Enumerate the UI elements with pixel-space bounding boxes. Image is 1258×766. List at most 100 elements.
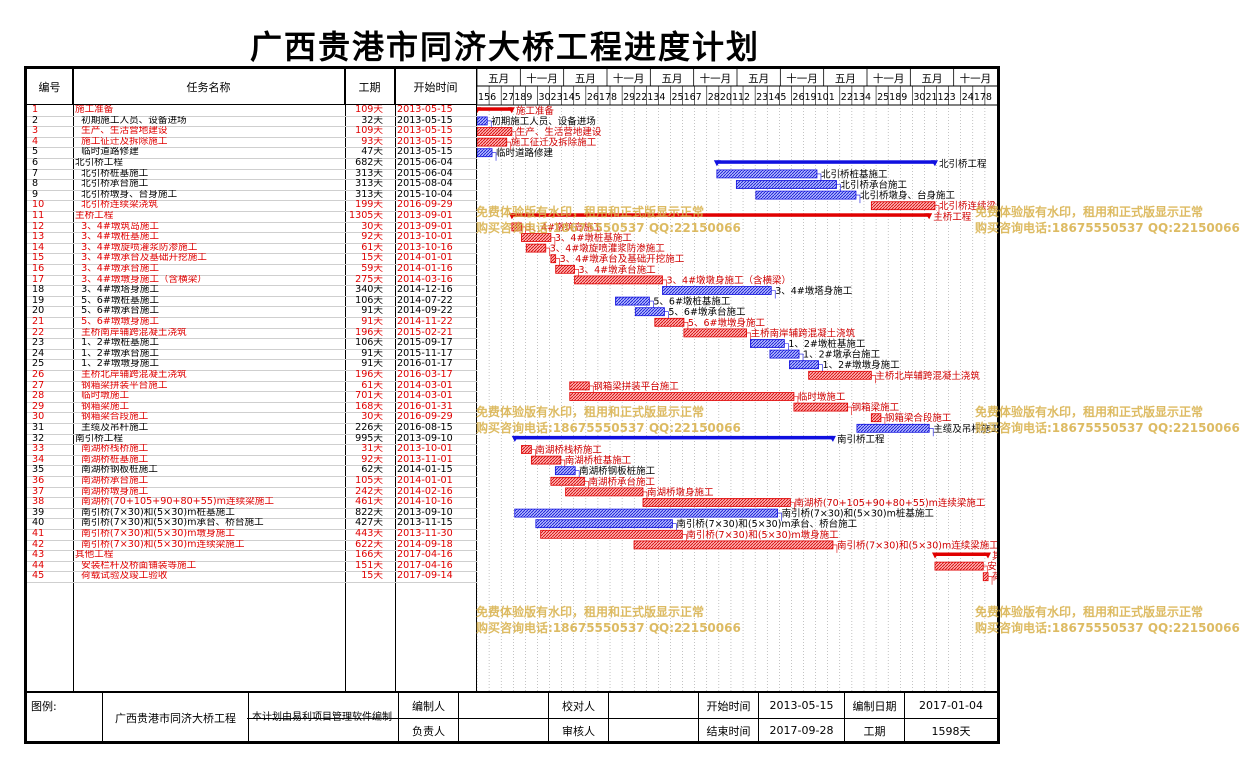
- task-row[interactable]: 1 施工准备 109天 2013-05-15: [27, 105, 477, 117]
- task-start: 2015-02-21: [397, 327, 453, 338]
- task-dur: 106天: [355, 338, 383, 349]
- task-row[interactable]: 45 荷载试验及竣工验收 15天 2017-09-14: [27, 571, 477, 583]
- compile-date-value: 2017-01-04: [919, 699, 983, 712]
- dependency-link: [560, 459, 566, 469]
- task-row[interactable]: 44 安装栏杆及桥面铺装等施工 151天 2017-04-16: [27, 561, 477, 573]
- task-id: 44: [32, 560, 45, 571]
- summary-end-cap: [984, 552, 992, 559]
- bar-label: 1、2#墩桩基施工: [788, 338, 866, 350]
- bar-label: 南引桥(7×30)和(5×30)m承台、桥台施工: [676, 518, 857, 530]
- task-row[interactable]: 35 南湖桥钢板桩施工 62天 2014-01-15: [27, 465, 477, 477]
- task-row[interactable]: 34 南湖桥桩基施工 92天 2013-11-01: [27, 455, 477, 467]
- task-row[interactable]: 38 南湖桥(70+105+90+80+55)m连续梁施工 461天 2014-10…: [27, 497, 477, 509]
- task-bar: [521, 233, 552, 242]
- task-name: 北引桥桩基施工: [75, 168, 149, 179]
- task-start: 2015-08-04: [397, 179, 453, 190]
- task-row[interactable]: 42 南引桥(7×30)和(5×30)m连续梁施工 622天 2014-09-18: [27, 540, 477, 552]
- editor-label: 编制人: [399, 693, 459, 718]
- task-start: 2017-04-16: [397, 550, 453, 561]
- timescale-bottom-label: 8: [611, 92, 617, 103]
- task-row[interactable]: 19 5、6#墩桩基施工 106天 2014-07-22: [27, 296, 477, 308]
- task-row[interactable]: 24 1、2#墩承台施工 91天 2015-11-17: [27, 349, 477, 361]
- task-row[interactable]: 17 3、4#墩墩身施工（含横梁） 275天 2014-03-16: [27, 275, 477, 287]
- summary-end-cap: [925, 213, 933, 220]
- task-bar: [565, 487, 644, 497]
- task-dur: 92天: [361, 454, 383, 465]
- task-row[interactable]: 16 3、4#墩承台施工 59天 2014-01-16: [27, 264, 477, 276]
- task-row[interactable]: 9 北引桥墩身、台身施工 313天 2015-10-04: [27, 190, 477, 202]
- task-row[interactable]: 14 3、4#墩旋喷灌浆防渗施工 61天 2013-10-16: [27, 243, 477, 255]
- timescale-bottom-label: 14: [563, 92, 575, 103]
- task-row[interactable]: 10 北引桥连续梁浇筑 199天 2016-09-29: [27, 200, 477, 212]
- task-name: 3、4#墩承台施工: [75, 264, 159, 274]
- task-row[interactable]: 31 主缆及吊杆施工 226天 2016-08-15: [27, 423, 477, 435]
- task-row[interactable]: 41 南引桥(7×30)和(5×30)m墩身施工 443天 2013-11-30: [27, 529, 477, 541]
- task-row[interactable]: 4 施工征迁及拆除施工 93天 2013-05-15: [27, 137, 477, 149]
- task-bar: [716, 169, 818, 179]
- page-title: 广西贵港市同济大桥工程进度计划: [249, 28, 760, 66]
- dependency-link: [983, 565, 988, 575]
- timescale-bottom-label: 3: [950, 92, 956, 103]
- task-row[interactable]: 43 其他工程 166天 2017-04-16: [27, 550, 477, 562]
- task-id: 35: [32, 465, 45, 476]
- task-name: 3、4#墩筑岛施工: [75, 221, 159, 232]
- task-dur: 91天: [361, 348, 383, 359]
- task-row[interactable]: 15 3、4#墩承台及基础开挖施工 15天 2014-01-01: [27, 253, 477, 265]
- task-dur: 313天: [355, 168, 383, 179]
- task-name: 南湖桥(70+105+90+80+55)m连续梁施工: [75, 497, 274, 508]
- bar-label: 3、4#墩承台施工: [579, 264, 657, 276]
- task-row[interactable]: 11 主桥工程 1305天 2013-09-01: [27, 211, 477, 223]
- bar-label: 1、2#墩墩身施工: [823, 359, 901, 371]
- timescale-bottom-label: 30: [913, 92, 925, 103]
- header-duration: 工期: [345, 69, 395, 105]
- checker-value: [609, 693, 699, 718]
- task-id: 41: [32, 529, 45, 539]
- task-dur: 701天: [355, 391, 383, 402]
- task-id: 14: [32, 242, 45, 253]
- task-start: 2016-01-31: [397, 401, 453, 412]
- task-row[interactable]: 21 5、6#墩墩身施工 91天 2014-11-22: [27, 317, 477, 329]
- dependency-link: [649, 300, 654, 310]
- dependency-link: [574, 269, 579, 278]
- task-row[interactable]: 23 1、2#墩桩基施工 106天 2015-09-17: [27, 338, 477, 350]
- task-dur: 59天: [361, 264, 383, 274]
- task-row[interactable]: 32 南引桥工程 995天 2013-09-10: [27, 434, 477, 446]
- end-time-value: 2017-09-28: [759, 718, 845, 743]
- task-row[interactable]: 8 北引桥承台施工 313天 2015-08-04: [27, 179, 477, 191]
- task-row[interactable]: 36 南湖桥承台施工 105天 2014-01-01: [27, 476, 477, 488]
- task-row[interactable]: 12 3、4#墩筑岛施工 30天 2013-09-01: [27, 222, 477, 234]
- task-row[interactable]: 2 初期施工人员、设备进场 32天 2013-05-15: [27, 116, 477, 128]
- task-row[interactable]: 40 南引桥(7×30)和(5×30)m承台、桥台施工 427天 2013-11-1…: [27, 518, 477, 530]
- timescale-bottom-label: 9: [901, 92, 907, 103]
- task-row[interactable]: 26 主桥北岸辅跨混凝土浇筑 196天 2016-03-17: [27, 370, 477, 382]
- task-start: 2015-11-17: [397, 348, 453, 359]
- task-row[interactable]: 22 主桥南岸辅跨混凝土浇筑 196天 2015-02-21: [27, 328, 477, 340]
- duration-label: 工期: [845, 718, 905, 743]
- dependency-link: [790, 502, 795, 511]
- task-row[interactable]: 13 3、4#墩桩基施工 92天 2013-10-01: [27, 232, 477, 244]
- task-row[interactable]: 20 5、6#墩承台施工 91天 2014-09-22: [27, 306, 477, 318]
- task-row[interactable]: 5 临时道路修建 47天 2013-05-15: [27, 147, 477, 159]
- task-row[interactable]: 33 南湖桥栈桥施工 31天 2013-10-01: [27, 444, 477, 456]
- task-id: 38: [32, 497, 45, 508]
- bar-label: 钢箱梁拼装平台施工: [593, 380, 679, 392]
- task-row[interactable]: 25 1、2#墩墩身施工 91天 2016-01-17: [27, 359, 477, 371]
- header-start: 开始时间: [395, 69, 477, 105]
- task-row[interactable]: 37 南湖桥墩身施工 242天 2014-02-16: [27, 487, 477, 499]
- task-row[interactable]: 18 3、4#墩塔身施工 340天 2014-12-16: [27, 285, 477, 297]
- task-row[interactable]: 28 临时墩施工 701天 2014-03-01: [27, 391, 477, 403]
- task-row[interactable]: 30 钢箱梁合段施工 30天 2016-09-29: [27, 412, 477, 424]
- dependency-link: [988, 576, 993, 585]
- task-row[interactable]: 6 北引桥工程 682天 2015-06-04: [27, 158, 477, 170]
- task-row[interactable]: 29 钢箱梁施工 168天 2016-01-31: [27, 402, 477, 414]
- task-name: 南引桥(7×30)和(5×30)m桩基施工: [75, 507, 235, 518]
- bar-label: 南湖桥钢板桩施工: [579, 465, 656, 477]
- task-row[interactable]: 7 北引桥桩基施工 313天 2015-06-04: [27, 169, 477, 181]
- task-row[interactable]: 39 南引桥(7×30)和(5×30)m桩基施工 822天 2013-09-10: [27, 508, 477, 520]
- task-start: 2014-02-16: [397, 486, 453, 497]
- dependency-link: [836, 184, 841, 193]
- task-row[interactable]: 27 钢箱梁拼装平台施工 61天 2014-03-01: [27, 381, 477, 393]
- dependency-link: [929, 428, 934, 437]
- bar-label: 钢箱梁施工: [852, 402, 900, 414]
- task-row[interactable]: 3 生产、生活营地建设 109天 2013-05-15: [27, 126, 477, 138]
